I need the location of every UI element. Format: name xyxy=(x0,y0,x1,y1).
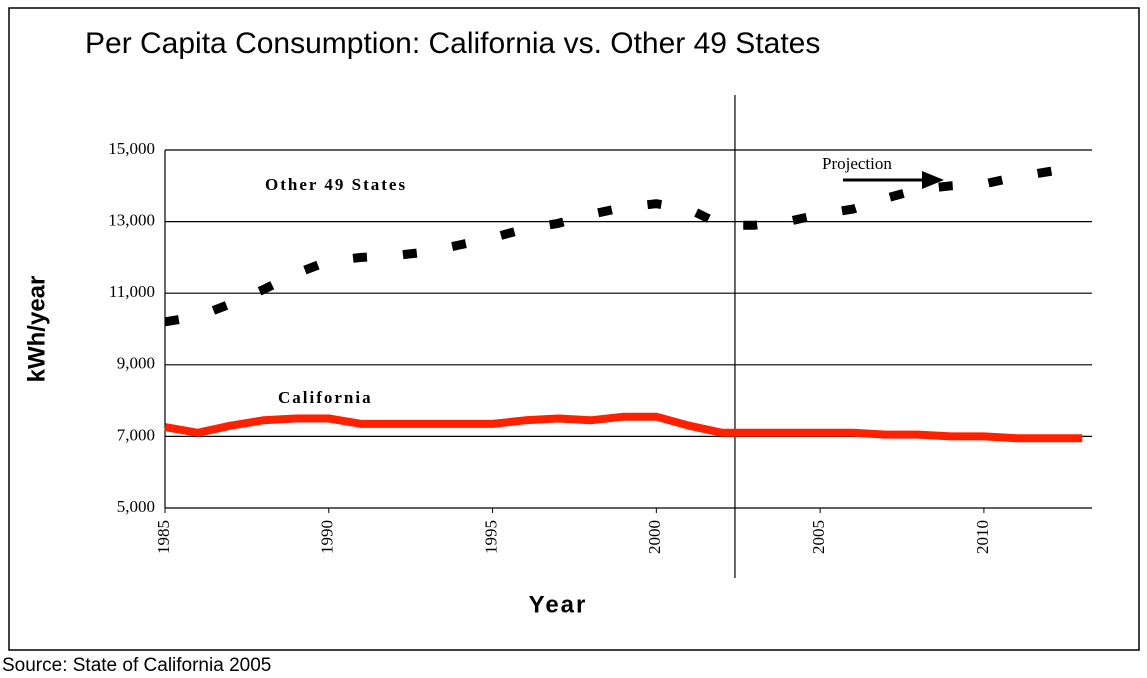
annotation: Projection xyxy=(822,154,892,173)
source: Source: State of California 2005 xyxy=(2,655,271,676)
arrow-head xyxy=(922,171,944,189)
x-tick-label: 2005 xyxy=(809,520,828,554)
x-tick-label: 1995 xyxy=(481,520,500,554)
series-line xyxy=(164,161,1083,327)
x-tick-label: 2000 xyxy=(645,520,664,554)
y-tick-label: 9,000 xyxy=(117,354,155,373)
chart-title: Per Capita Consumption: California vs. O… xyxy=(85,27,820,60)
y-tick-label: 13,000 xyxy=(108,211,155,230)
series-line xyxy=(164,412,1083,443)
x-tick-label: 2010 xyxy=(973,520,992,554)
x-tick-label: 1985 xyxy=(154,520,173,554)
y-tick-label: 5,000 xyxy=(117,497,155,516)
y-tick-label: 7,000 xyxy=(117,425,155,444)
x-axis-label: Year xyxy=(529,591,588,618)
annotation: Other 49 States xyxy=(265,175,407,194)
y-tick-label: 11,000 xyxy=(109,282,155,301)
annotation: California xyxy=(278,388,373,407)
y-tick-label: 15,000 xyxy=(108,139,155,158)
x-tick-label: 1990 xyxy=(318,520,337,554)
frame xyxy=(8,7,1140,651)
y-axis-label: kWh/year xyxy=(23,276,50,383)
